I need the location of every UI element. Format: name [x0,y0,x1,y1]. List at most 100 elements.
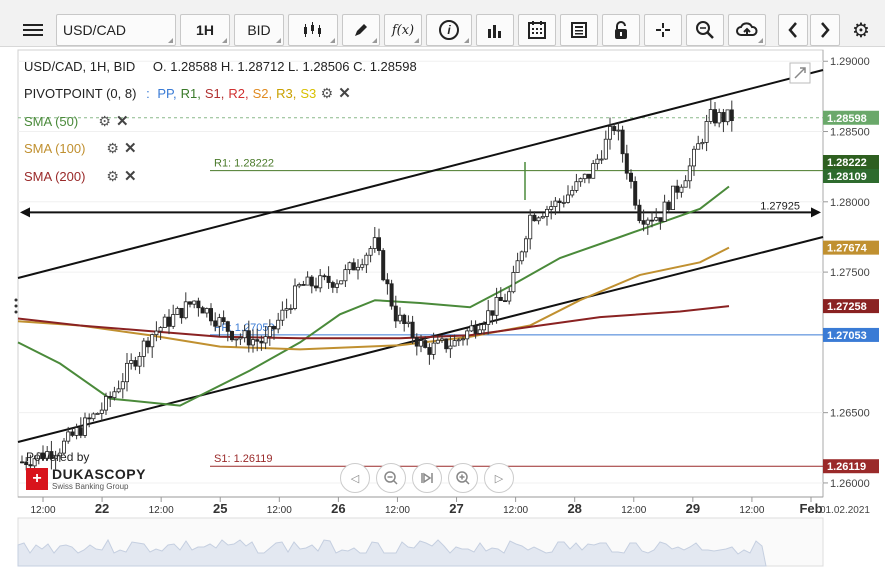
candle[interactable] [469,325,474,332]
candle[interactable] [137,355,142,367]
candle[interactable] [24,461,29,466]
candle[interactable] [540,216,545,219]
news-button[interactable] [560,14,598,46]
candle[interactable] [629,172,634,182]
candle[interactable] [83,417,88,436]
candle[interactable] [486,310,491,325]
gear-icon[interactable]: ⚙ [106,140,119,156]
scroll-left-button[interactable] [778,14,808,46]
candle[interactable] [448,345,453,350]
candle[interactable] [481,324,486,331]
candle[interactable] [297,284,302,287]
candle[interactable] [91,413,96,420]
candle[interactable] [507,291,512,302]
pan-right-button[interactable]: ▷ [484,463,514,493]
candle[interactable] [355,266,360,271]
candle[interactable] [713,109,718,124]
candle[interactable] [234,338,239,341]
candle[interactable] [633,181,638,206]
candle[interactable] [204,308,209,314]
draw-tool-button[interactable] [342,14,380,46]
candle[interactable] [393,305,398,322]
candle[interactable] [246,330,251,346]
candle[interactable] [187,301,192,305]
candle[interactable] [318,275,323,289]
candle[interactable] [292,285,297,309]
candle[interactable] [133,360,138,367]
candle[interactable] [28,464,33,467]
candle[interactable] [99,409,104,414]
candle[interactable] [414,337,419,347]
candle[interactable] [217,317,222,327]
candle[interactable] [549,206,554,210]
candle[interactable] [62,440,67,454]
candle[interactable] [418,340,423,347]
candle[interactable] [502,300,507,303]
candle[interactable] [532,214,537,222]
reset-zoom-button[interactable] [412,463,442,493]
candle[interactable] [612,126,617,132]
candle[interactable] [729,109,734,121]
candle[interactable] [620,129,625,155]
candle[interactable] [536,217,541,222]
candle[interactable] [519,251,524,262]
candle[interactable] [125,362,130,383]
candle[interactable] [671,185,676,210]
candle[interactable] [561,201,566,204]
candle[interactable] [473,325,478,334]
candle[interactable] [49,451,54,459]
candle[interactable] [343,269,348,282]
candle[interactable] [183,301,188,319]
candle[interactable] [439,338,444,341]
candle[interactable] [192,300,197,305]
candle[interactable] [578,178,583,183]
candle[interactable] [608,126,613,140]
menu-button[interactable] [14,14,52,46]
candle[interactable] [696,143,701,150]
candle[interactable] [423,340,428,348]
candle[interactable] [162,316,167,328]
candle[interactable] [334,283,339,288]
candle[interactable] [108,395,113,398]
candle[interactable] [41,452,46,459]
candle[interactable] [322,275,327,278]
candle[interactable] [624,153,629,174]
candle[interactable] [381,250,386,281]
pan-left-button[interactable]: ◁ [340,463,370,493]
candle[interactable] [641,220,646,225]
candle[interactable] [456,339,461,342]
timeframe-selector[interactable]: 1H [180,14,230,46]
candle[interactable] [213,320,218,327]
candle[interactable] [364,254,369,266]
volume-button[interactable] [476,14,514,46]
candle[interactable] [171,314,176,327]
candle[interactable] [74,427,79,436]
candle[interactable] [263,336,268,344]
candle[interactable] [313,285,318,289]
candle[interactable] [255,339,260,342]
candle[interactable] [200,307,205,314]
candle[interactable] [141,340,146,357]
candle[interactable] [410,321,415,339]
candle[interactable] [427,347,432,355]
candle[interactable] [288,308,293,310]
candle[interactable] [650,219,655,222]
candle[interactable] [276,319,281,330]
candle[interactable] [301,284,306,286]
candle[interactable] [528,214,533,240]
candle[interactable] [725,109,730,123]
candle[interactable] [700,142,705,145]
candle[interactable] [208,308,213,322]
candle[interactable] [557,200,562,203]
candle[interactable] [595,158,600,165]
candle[interactable] [112,391,117,398]
candle[interactable] [271,326,276,330]
candle[interactable] [511,272,516,293]
trend-line-upper[interactable] [17,69,824,279]
candle[interactable] [431,342,436,355]
indicators-button[interactable]: f(x) [384,14,422,46]
candle[interactable] [524,238,529,253]
candle[interactable] [389,283,394,307]
candle[interactable] [566,194,571,203]
candle[interactable] [444,338,449,350]
